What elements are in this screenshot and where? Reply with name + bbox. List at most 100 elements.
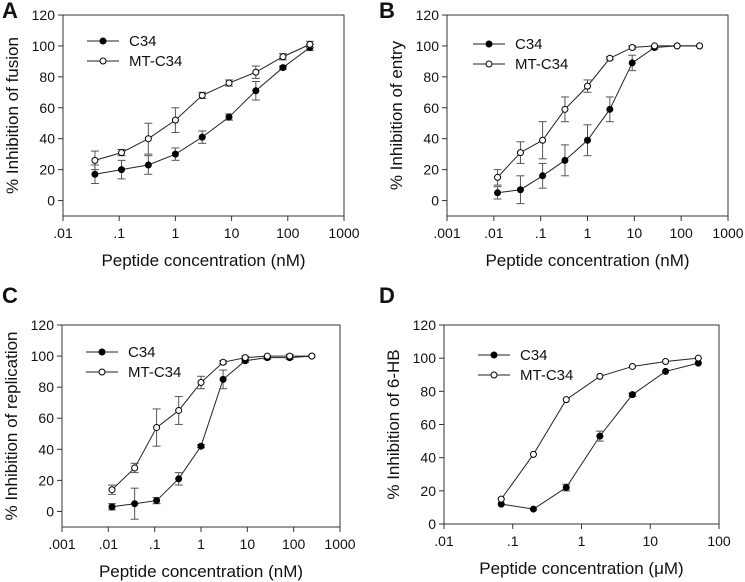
series-c34 <box>108 352 316 520</box>
legend-label: MT-C34 <box>520 367 573 384</box>
x-tick-label: 10 <box>627 225 643 241</box>
data-point <box>198 133 206 141</box>
legend-marker <box>490 371 498 379</box>
legend-marker <box>98 368 106 376</box>
legend-label: MT-C34 <box>129 53 182 70</box>
y-tick-label: 100 <box>413 350 437 366</box>
data-point <box>108 503 116 511</box>
series-mt-c34 <box>108 352 316 495</box>
data-point <box>497 495 505 503</box>
y-tick-label: 80 <box>423 69 439 85</box>
data-point <box>561 105 569 113</box>
y-tick-label: 40 <box>39 131 55 147</box>
y-tick-label: 40 <box>420 450 436 466</box>
data-point <box>279 64 287 72</box>
y-tick-label: 60 <box>423 100 439 116</box>
panel-letter: A <box>2 0 18 23</box>
x-axis-label: Peptide concentration (nM) <box>101 251 305 270</box>
y-tick-label: 40 <box>423 131 439 147</box>
x-tick-label: .1 <box>507 533 519 549</box>
y-tick-label: 60 <box>38 410 54 426</box>
series-mt-c34 <box>90 40 314 171</box>
data-point <box>197 378 205 386</box>
y-tick-label: 40 <box>38 441 54 457</box>
data-point <box>596 432 604 440</box>
x-tick-label: 1 <box>197 536 205 552</box>
data-point <box>252 87 260 95</box>
x-tick-label: 1000 <box>324 536 355 552</box>
y-tick-label: 0 <box>47 193 55 209</box>
x-tick-label: 1 <box>578 533 586 549</box>
x-tick-label: 10 <box>224 225 240 241</box>
x-axis-label: Peptide concentration (nM) <box>485 251 689 270</box>
data-point <box>562 396 570 404</box>
data-point <box>153 497 161 505</box>
data-point <box>108 486 116 494</box>
panel-letter: B <box>379 0 395 23</box>
data-point <box>219 375 227 383</box>
data-point <box>584 136 591 144</box>
data-point <box>628 362 636 370</box>
y-tick-label: 80 <box>39 69 55 85</box>
x-tick-label: .1 <box>113 225 125 241</box>
x-tick-label: 100 <box>276 225 300 241</box>
legend-marker <box>485 60 493 68</box>
series-line <box>497 45 700 194</box>
x-tick-label: 1 <box>584 225 592 241</box>
data-point <box>286 352 294 360</box>
data-point <box>225 113 233 121</box>
legend-marker <box>98 348 106 356</box>
x-tick-label: 1 <box>172 225 180 241</box>
panel-letter: D <box>379 283 395 308</box>
legend-label: MT-C34 <box>515 56 568 73</box>
data-point <box>175 406 183 414</box>
y-tick-label: 80 <box>420 383 436 399</box>
y-axis-label: % Inhibition of 6-HB <box>384 349 403 499</box>
legend-label: MT-C34 <box>128 364 181 381</box>
data-point <box>144 135 152 143</box>
data-point <box>118 149 126 157</box>
x-axis-label: Peptide concentration (nM) <box>99 562 303 581</box>
data-point <box>241 354 249 362</box>
data-point <box>263 352 271 360</box>
data-point <box>651 42 659 50</box>
y-tick-label: 60 <box>39 100 55 116</box>
data-point <box>91 156 99 164</box>
data-point <box>153 424 161 432</box>
data-point <box>175 475 183 483</box>
legend-marker <box>485 40 493 48</box>
x-tick-label: .01 <box>99 536 119 552</box>
x-tick-label: 10 <box>240 536 256 552</box>
plot-frame <box>62 14 345 217</box>
x-tick-label: .001 <box>433 225 460 241</box>
y-tick-label: 100 <box>32 38 56 54</box>
data-point <box>252 68 260 76</box>
data-point <box>494 173 502 181</box>
legend-marker <box>99 57 107 65</box>
y-tick-label: 60 <box>420 417 436 433</box>
x-tick-label: 1000 <box>328 225 359 241</box>
series-c34 <box>90 43 314 185</box>
data-point <box>171 116 179 124</box>
y-axis-label: % Inhibition of entry <box>387 40 406 190</box>
y-tick-label: 120 <box>416 7 440 23</box>
data-point <box>225 79 233 87</box>
data-point <box>628 59 636 67</box>
data-point <box>91 170 99 178</box>
x-tick-label: .1 <box>535 225 547 241</box>
y-tick-label: 20 <box>420 483 436 499</box>
data-point <box>118 166 126 174</box>
y-tick-label: 20 <box>423 162 439 178</box>
series-line <box>497 45 700 178</box>
panel-c: C 0 20 40 60 80 100 120 .001 .01 .1 1 10 100 1000 Pepti… <box>2 283 356 581</box>
series-mt-c34 <box>497 354 702 503</box>
data-point <box>308 352 316 360</box>
x-tick-label: .001 <box>48 536 75 552</box>
panel-a: A 0 20 40 60 80 100 120 .01 .1 1 10 100 1000 Peptide c… <box>2 0 360 270</box>
data-point <box>694 354 702 362</box>
series-line <box>94 47 311 175</box>
data-point <box>606 54 614 62</box>
data-point <box>562 484 570 492</box>
x-tick-label: .01 <box>434 533 454 549</box>
